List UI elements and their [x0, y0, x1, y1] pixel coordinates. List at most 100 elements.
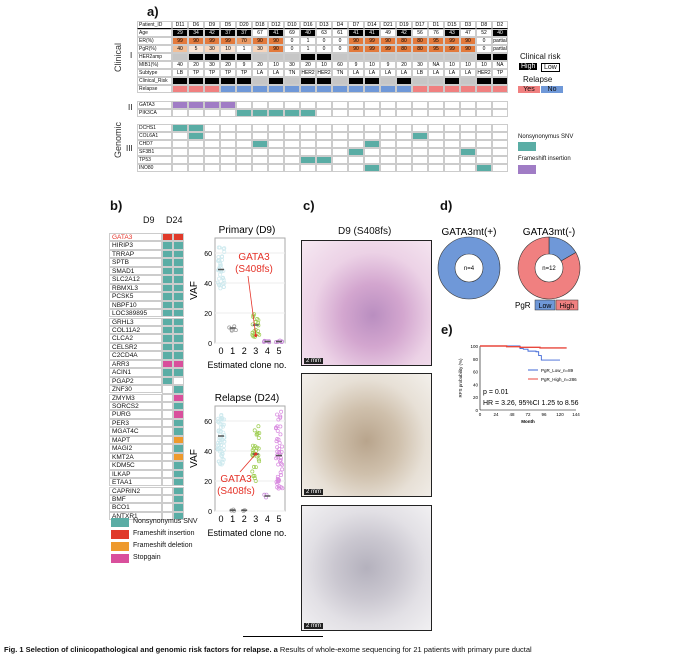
cell-id-D4: D4 — [332, 21, 348, 29]
variant-point — [280, 486, 285, 491]
variant-point — [255, 317, 260, 321]
gene-SLC2A12: SLC2A12 — [109, 275, 162, 284]
pgr-legend-title: PgR — [515, 301, 531, 310]
cell-subtype-D11: LB — [172, 69, 188, 77]
gene-BMF: BMF — [109, 494, 162, 504]
cell-pgr-D3: 90 — [460, 45, 476, 53]
cell-subtype-D12: LA — [268, 69, 284, 77]
cell-subtype-D20: TP — [236, 69, 252, 77]
cell-age-D9: 42 — [204, 29, 220, 37]
cell-er-D21: 90 — [380, 37, 396, 45]
y-axis-label: VAF — [190, 449, 200, 468]
cell-mib1-D21: 9 — [380, 61, 396, 69]
donut-title: GATA3mt(-) — [523, 227, 575, 238]
empty-cell — [396, 148, 412, 156]
empty-cell — [188, 140, 204, 148]
cell-age-D20: 37 — [236, 29, 252, 37]
cell-her2-D11 — [172, 53, 188, 61]
empty-cell — [268, 101, 284, 109]
cell-id-D17: D17 — [412, 21, 428, 29]
d9-cell-ANTXR1 — [162, 511, 173, 521]
empty-cell — [332, 156, 348, 164]
gene-KMT2A: KMT2A — [109, 452, 162, 462]
gene-ACIN1: ACIN1 — [109, 368, 162, 377]
panel-a-label: a) — [147, 4, 159, 19]
variant-point — [220, 457, 225, 461]
empty-cell — [188, 109, 204, 117]
panel-b-label: b) — [110, 198, 123, 213]
variant-point — [216, 447, 221, 452]
y-tick-label: 60 — [204, 251, 212, 258]
empty-cell — [316, 132, 332, 140]
cell-id-D11: D11 — [172, 21, 188, 29]
gene-KDM5C: KDM5C — [109, 461, 162, 470]
gene-label-CHD7: CHD7 — [137, 140, 172, 148]
x-tick-label: 96 — [541, 412, 547, 417]
divider — [243, 636, 323, 637]
empty-cell — [380, 109, 396, 117]
cell-risk-D7 — [348, 77, 364, 85]
empty-cell — [492, 109, 508, 117]
mutation-cell — [460, 148, 476, 156]
donut-n-label: n=12 — [542, 266, 556, 272]
cell-age-D4: 61 — [332, 29, 348, 37]
cell-id-D19: D19 — [396, 21, 412, 29]
gene-TRRAP: TRRAP — [109, 249, 162, 259]
cell-mib1-D11: 40 — [172, 61, 188, 69]
empty-cell — [268, 132, 284, 140]
variant-point — [250, 452, 255, 457]
tier-II-label: II — [128, 103, 133, 112]
cell-pgr-D18: 30 — [252, 45, 268, 53]
cell-her2-D2 — [492, 53, 508, 61]
y-axis-label: VAF — [190, 281, 200, 300]
cell-age-D2: 40 — [492, 29, 508, 37]
d9-cell-ACIN1 — [162, 368, 173, 377]
gene-label-DCHS1: DCHS1 — [137, 124, 172, 132]
cell-age-D19: 42 — [396, 29, 412, 37]
d9-cell-CAPRIN2 — [162, 486, 173, 495]
empty-cell — [444, 101, 460, 109]
empty-cell — [300, 164, 316, 172]
cell-mib1-D10: 30 — [284, 61, 300, 69]
cell-subtype-D9: TP — [204, 69, 220, 77]
variant-point — [220, 422, 225, 427]
gene-HIRIP3: HIRIP3 — [109, 241, 162, 250]
d9-cell-MAPT — [162, 435, 173, 445]
ihc-stain-image-2: 2 mm — [301, 505, 432, 631]
d9-cell-SORCS2 — [162, 402, 173, 411]
d9-cell-HIRIP3 — [162, 241, 173, 250]
tier-III-label: III — [126, 144, 133, 153]
empty-cell — [492, 132, 508, 140]
empty-cell — [476, 124, 492, 132]
cell-er-D11: 99 — [172, 37, 188, 45]
pgr-high-swatch — [555, 299, 579, 311]
y-tick-label: 60 — [204, 419, 212, 426]
cell-her2-D17 — [412, 53, 428, 61]
empty-cell — [300, 101, 316, 109]
variant-point — [251, 443, 255, 448]
cell-er-D10: 0 — [284, 37, 300, 45]
cell-risk-D3 — [460, 77, 476, 85]
donut-title: GATA3mt(+) — [442, 227, 497, 238]
cell-mib1-D12: 10 — [268, 61, 284, 69]
variant-point — [250, 469, 255, 474]
empty-cell — [220, 132, 236, 140]
empty-cell — [412, 140, 428, 148]
mutation-cell — [236, 109, 252, 117]
cell-subtype-D21: LA — [380, 69, 396, 77]
mutation-cell — [252, 109, 268, 117]
d9-cell-KDM5C — [162, 461, 173, 470]
empty-cell — [204, 156, 220, 164]
variant-point — [275, 437, 280, 441]
variant-point — [222, 284, 226, 289]
d24-cell-SMAD1 — [173, 266, 184, 276]
empty-cell — [252, 148, 268, 156]
cell-pgr-D14: 99 — [364, 45, 380, 53]
empty-cell — [364, 101, 380, 109]
y-axis-label: RFS probability (%) — [458, 358, 463, 398]
cell-pgr-D6: 5 — [188, 45, 204, 53]
cell-subtype-D1: LA — [428, 69, 444, 77]
gene-SORCS2: SORCS2 — [109, 402, 162, 411]
cell-id-D5: D5 — [220, 21, 236, 29]
